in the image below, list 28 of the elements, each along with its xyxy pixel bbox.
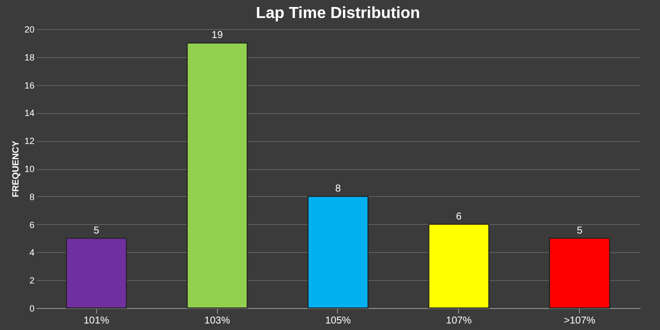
y-tick-label: 16 bbox=[24, 80, 34, 90]
bar bbox=[549, 238, 610, 308]
y-tick-label: 0 bbox=[29, 304, 34, 314]
bar bbox=[186, 42, 248, 308]
bar bbox=[428, 224, 490, 308]
data-label: 8 bbox=[335, 183, 342, 194]
y-tick-label: 6 bbox=[29, 220, 34, 230]
y-tick-label: 12 bbox=[24, 136, 34, 146]
y-tick-label: 2 bbox=[29, 276, 34, 286]
y-tick-label: 20 bbox=[24, 24, 34, 34]
x-tick-label: 107% bbox=[446, 316, 472, 326]
data-label: 19 bbox=[212, 30, 224, 41]
data-label: 5 bbox=[94, 225, 100, 236]
bar bbox=[66, 238, 127, 308]
y-tick-label: 10 bbox=[24, 164, 34, 174]
x-tick-label: 103% bbox=[204, 316, 230, 326]
x-tick-label: >107% bbox=[564, 316, 596, 326]
data-label: 6 bbox=[456, 211, 462, 222]
bar bbox=[308, 196, 368, 308]
y-tick-label: 8 bbox=[29, 192, 34, 202]
chart-title: Lap Time Distribution bbox=[256, 5, 420, 22]
x-tick-label: 105% bbox=[325, 316, 351, 326]
y-tick-label: 18 bbox=[24, 52, 34, 62]
y-axis-title: FREQUENCY bbox=[10, 140, 20, 198]
y-tick-label: 4 bbox=[29, 248, 34, 258]
data-label: 5 bbox=[576, 225, 583, 236]
x-tick-label: 101% bbox=[84, 316, 110, 326]
y-tick-label: 14 bbox=[24, 108, 34, 118]
